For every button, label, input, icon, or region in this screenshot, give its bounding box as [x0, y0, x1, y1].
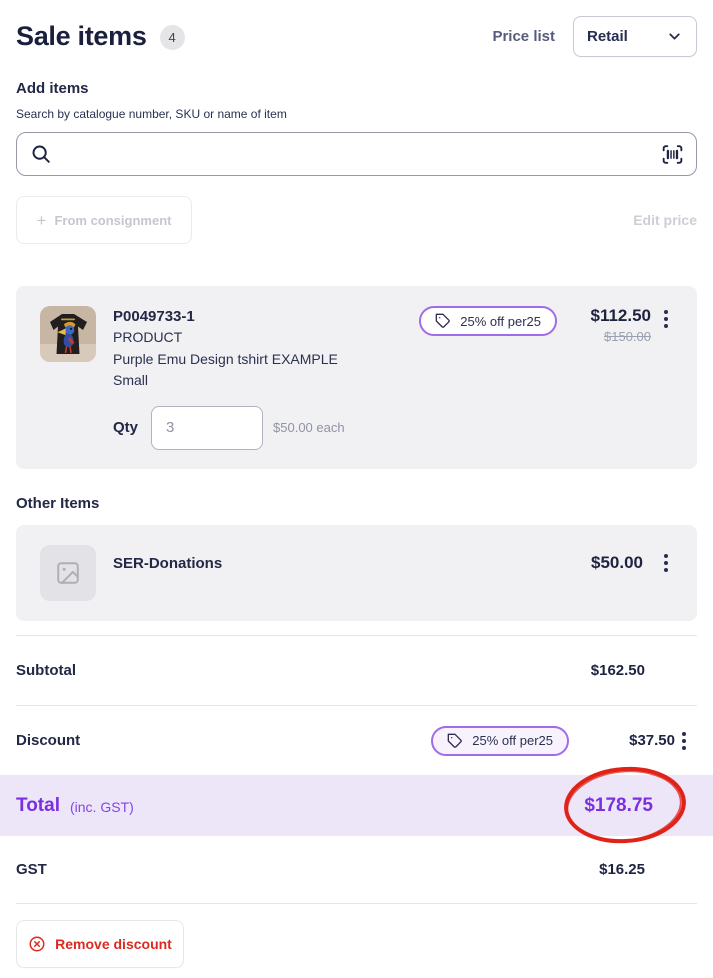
search-hint: Search by catalogue number, SKU or name … [16, 107, 287, 121]
header-right: Price list Retail [492, 16, 697, 57]
sale-item-card: P0049733-1 PRODUCT Purple Emu Design tsh… [16, 286, 697, 469]
product-discount-badge[interactable]: 25% off per25 [419, 306, 557, 336]
other-item-card: SER-Donations $50.00 [16, 525, 697, 621]
product-kebab-menu-icon[interactable] [659, 308, 673, 332]
tag-icon [447, 733, 463, 748]
discount-amount: $37.50 [629, 732, 675, 749]
product-thumbnail [40, 306, 96, 362]
subtotal-label: Subtotal [16, 662, 76, 679]
product-pricing: 25% off per25 $112.50 $150.00 [419, 306, 673, 344]
add-items-heading: Add items [16, 80, 89, 97]
remove-discount-button[interactable]: Remove discount [16, 920, 184, 968]
product-price-block: $112.50 $150.00 [571, 306, 651, 344]
discount-badge[interactable]: 25% off per25 [431, 725, 569, 756]
subtotal-amount: $162.50 [590, 662, 645, 679]
edit-price-button[interactable]: Edit price [633, 212, 697, 228]
from-consignment-label: From consignment [54, 212, 172, 228]
discount-badge-label: 25% off per25 [472, 733, 553, 748]
other-item-pricing: $50.00 [591, 553, 673, 576]
search-icon [30, 143, 52, 165]
gst-amount: $16.25 [599, 861, 645, 878]
qty-label: Qty [113, 419, 139, 436]
barcode-scan-icon[interactable] [660, 142, 685, 167]
product-variant: Small [113, 372, 149, 388]
divider [16, 705, 697, 706]
total-row: Total (inc. GST) $178.75 [0, 766, 713, 844]
search-wrap [16, 132, 697, 176]
search-input[interactable] [16, 132, 697, 176]
product-discount-label: 25% off per25 [460, 313, 541, 329]
remove-discount-label: Remove discount [55, 936, 172, 952]
plus-icon: + [36, 210, 47, 230]
unit-price: $50.00 each [273, 420, 345, 435]
tag-icon [435, 313, 451, 328]
other-item-name: SER-Donations [113, 555, 223, 572]
product-code: P0049733-1 [113, 308, 195, 325]
product-info: P0049733-1 PRODUCT Purple Emu Design tsh… [113, 306, 419, 450]
product-name: Purple Emu Design tshirt EXAMPLE [113, 350, 338, 367]
other-items-heading: Other Items [16, 495, 100, 512]
discount-row: Discount 25% off per25 $37.50 [0, 706, 713, 775]
image-placeholder-icon [40, 545, 96, 601]
total-label: Total [16, 794, 60, 816]
divider [16, 635, 697, 636]
subtotal-row: Subtotal $162.50 [0, 636, 713, 705]
product-original-price: $150.00 [604, 329, 651, 344]
page-title: Sale items [16, 21, 147, 51]
gst-label: GST [16, 861, 47, 878]
price-list-selected-value: Retail [587, 28, 628, 45]
from-consignment-button[interactable]: + From consignment [16, 196, 192, 244]
total-amount: $178.75 [584, 794, 653, 816]
other-item-price: $50.00 [591, 553, 643, 572]
circle-x-icon [29, 936, 45, 952]
divider [16, 903, 697, 904]
other-item-kebab-menu-icon[interactable] [659, 552, 673, 576]
product-type: PRODUCT [113, 329, 183, 345]
chevron-down-icon [666, 28, 683, 45]
discount-label: Discount [16, 732, 81, 749]
header: Sale items 4 Price list Retail [0, 0, 713, 57]
product-price: $112.50 [590, 306, 651, 325]
toolbar-row: + From consignment Edit price [16, 196, 697, 244]
qty-input[interactable] [151, 405, 264, 450]
quantity-row: Qty $50.00 each [113, 405, 419, 450]
discount-kebab-menu-icon[interactable] [677, 730, 691, 754]
total-note: (inc. GST) [69, 799, 134, 815]
price-list-label: Price list [492, 28, 555, 45]
item-count-badge: 4 [159, 25, 185, 50]
gst-row: GST $16.25 [0, 836, 713, 903]
price-list-dropdown[interactable]: Retail [573, 16, 697, 57]
